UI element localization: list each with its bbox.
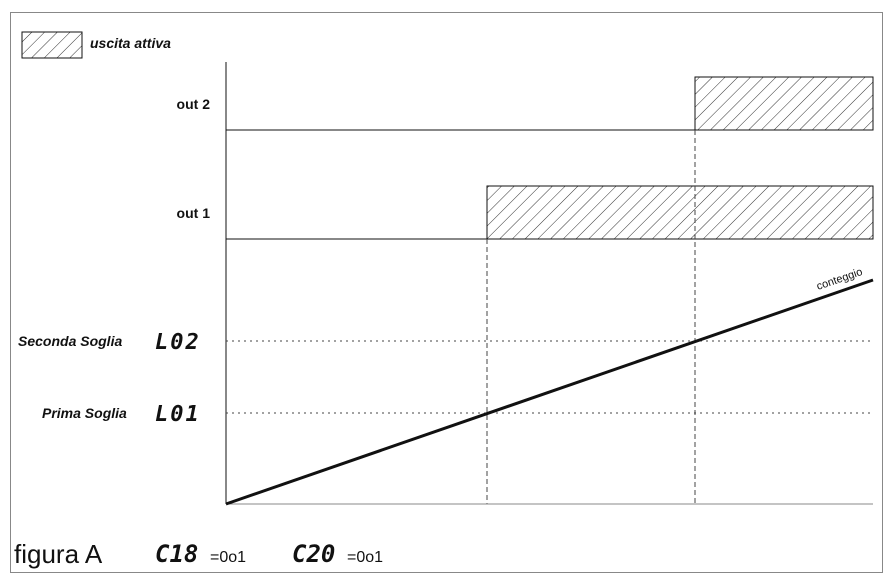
param1-code: C18 [155,540,198,568]
out1-label: out 1 [177,205,211,221]
second-threshold-label: Seconda Soglia [18,333,122,349]
first-threshold-code: L01 [155,402,201,427]
param1-value: =0o1 [210,549,246,566]
counter-ramp [225,278,874,506]
first-threshold-label: Prima Soglia [42,405,127,421]
figure-title: figura A [14,539,103,569]
param2-code: C20 [292,540,335,568]
out2-label: out 2 [177,96,211,112]
legend-swatch [21,31,83,59]
second-threshold-code: L02 [155,330,201,355]
out1-active-block [486,185,874,240]
figure-frame [10,12,883,573]
counter-label: conteggio [815,266,864,293]
param2-value: =0o1 [347,549,383,566]
legend-label: uscita attiva [90,35,171,51]
out2-active-block [694,76,874,131]
